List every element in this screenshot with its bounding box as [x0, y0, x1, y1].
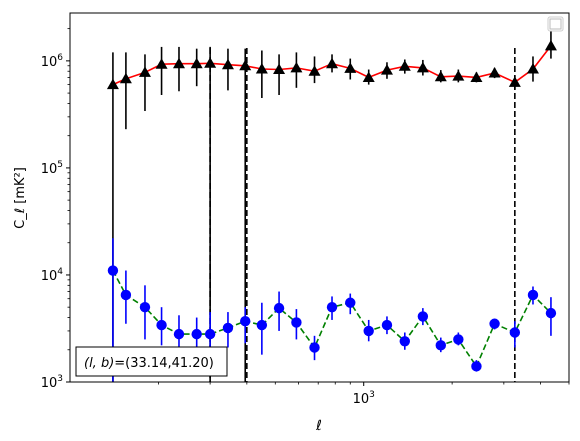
- data-point-triangle: [190, 57, 203, 69]
- x-axis-label: ℓ: [315, 418, 322, 434]
- data-point-triangle: [239, 59, 252, 71]
- data-point-circle: [309, 342, 320, 353]
- data-point-circle: [120, 289, 132, 301]
- data-point-circle: [527, 289, 539, 301]
- data-point-circle: [326, 301, 338, 313]
- data-point-triangle: [362, 71, 375, 82]
- legend-swatch: [549, 18, 562, 30]
- coordinate-annotation: (l, b)=(33.14,41.20): [75, 346, 228, 377]
- data-point-triangle: [470, 71, 483, 82]
- data-point-triangle: [119, 72, 132, 84]
- data-point-circle: [273, 302, 285, 314]
- y-axis-label-text: C_ℓ [mK²]: [13, 167, 28, 229]
- series-line: [112, 270, 552, 369]
- annotation-box: [75, 346, 228, 377]
- axes: 103 103 104 105 106: [41, 28, 570, 407]
- svg-text:(l, b)=(33.14,41.20): (l, b)=(33.14,41.20): [84, 356, 214, 371]
- data-point-triangle: [434, 70, 447, 82]
- y-tick-label: 105: [41, 160, 63, 177]
- plot-area: [106, 31, 557, 382]
- data-point-circle: [545, 307, 557, 319]
- data-point-triangle: [204, 57, 217, 68]
- data-point-triangle: [273, 63, 286, 75]
- data-point-triangle: [508, 76, 521, 87]
- data-point-circle: [381, 319, 393, 331]
- series-triangles: [106, 31, 557, 382]
- data-point-triangle: [326, 57, 339, 69]
- data-point-triangle: [416, 61, 429, 73]
- annotation-coordinate-label: (l, b): [84, 356, 114, 371]
- data-point-circle: [191, 328, 202, 340]
- y-axis-label: C_ℓ [mK²]: [13, 167, 28, 229]
- data-point-circle: [363, 325, 374, 337]
- data-point-circle: [107, 265, 119, 276]
- data-point-triangle: [255, 62, 268, 74]
- data-point-triangle: [488, 67, 501, 78]
- data-point-triangle: [452, 70, 465, 81]
- data-point-circle: [345, 297, 356, 308]
- data-point-circle: [435, 340, 446, 351]
- data-point-circle: [222, 322, 234, 334]
- y-tick-label: 103: [41, 374, 63, 391]
- data-point-triangle: [155, 58, 168, 69]
- legend: [547, 16, 564, 32]
- data-point-triangle: [172, 57, 185, 69]
- data-point-triangle: [344, 62, 357, 73]
- data-point-triangle: [526, 62, 539, 74]
- data-point-circle: [417, 311, 429, 322]
- data-point-triangle: [544, 39, 557, 51]
- data-point-circle: [471, 361, 482, 372]
- data-point-circle: [453, 334, 464, 345]
- data-point-triangle: [380, 64, 393, 75]
- data-point-circle: [489, 318, 500, 329]
- legend-box: [547, 16, 564, 32]
- data-point-triangle: [138, 66, 151, 77]
- series-circles: [107, 238, 557, 382]
- data-point-triangle: [221, 58, 234, 70]
- data-point-circle: [173, 328, 185, 340]
- annotation-coordinate-value: =(33.14,41.20): [114, 356, 214, 371]
- data-point-triangle: [308, 65, 321, 76]
- x-tick-label: 103: [353, 390, 375, 407]
- data-point-circle: [256, 319, 268, 331]
- data-point-circle: [139, 301, 151, 313]
- data-point-circle: [204, 328, 216, 340]
- y-tick-label: 106: [41, 53, 64, 70]
- data-point-circle: [156, 319, 167, 331]
- y-tick-label: 104: [41, 267, 64, 284]
- data-point-triangle: [290, 61, 303, 73]
- plot-frame: [69, 12, 570, 383]
- data-point-triangle: [106, 78, 119, 90]
- data-point-circle: [509, 327, 521, 338]
- data-point-circle: [291, 317, 302, 328]
- data-point-circle: [399, 336, 410, 347]
- data-point-circle: [240, 315, 251, 327]
- data-point-triangle: [398, 60, 411, 71]
